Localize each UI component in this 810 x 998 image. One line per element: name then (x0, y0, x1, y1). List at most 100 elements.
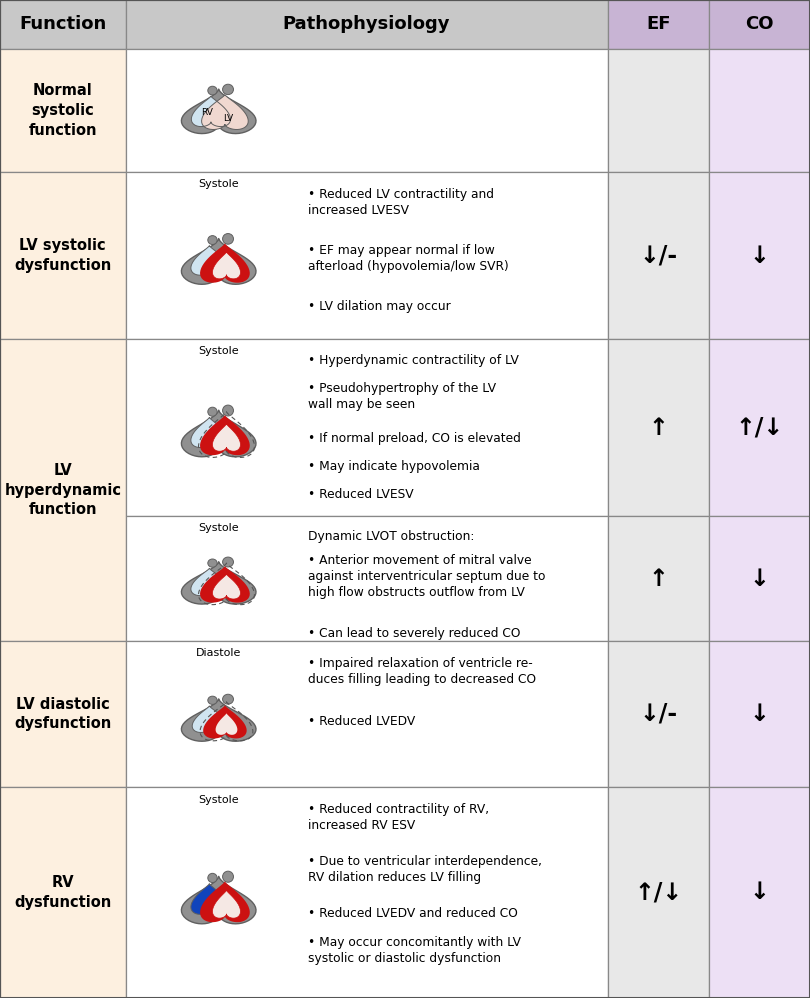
Bar (126, 641, 608, 786)
Polygon shape (215, 714, 237, 735)
Text: LV: LV (223, 114, 233, 123)
Text: • Due to ventricular interdependence,
RV dilation reduces LV filling: • Due to ventricular interdependence, RV… (308, 854, 542, 883)
Text: Function: Function (19, 15, 106, 33)
Text: Systole: Systole (198, 179, 239, 190)
Polygon shape (212, 251, 241, 278)
Bar (608, 786, 709, 998)
Text: • May occur concomitantly with LV
systolic or diastolic dysfunction: • May occur concomitantly with LV systol… (308, 936, 521, 965)
Text: ↓: ↓ (749, 702, 769, 726)
Text: Systole: Systole (198, 794, 239, 804)
Text: • If normal preload, CO is elevated: • If normal preload, CO is elevated (308, 432, 521, 445)
Text: RV: RV (201, 108, 213, 117)
Bar (126, 339, 608, 516)
Ellipse shape (223, 405, 233, 416)
Text: • May indicate hypovolemia: • May indicate hypovolemia (308, 460, 480, 473)
Bar (709, 172, 810, 339)
Polygon shape (200, 415, 249, 455)
Text: • LV dilation may occur: • LV dilation may occur (308, 299, 450, 313)
Bar (126, 516, 608, 641)
Text: ↓: ↓ (749, 567, 769, 591)
Text: Systole: Systole (198, 523, 239, 533)
Ellipse shape (223, 871, 233, 882)
Polygon shape (200, 566, 249, 603)
Ellipse shape (208, 236, 217, 245)
Text: ↓: ↓ (749, 880, 769, 904)
Bar (0, 339, 126, 641)
Text: RV
dysfunction: RV dysfunction (14, 875, 112, 910)
Polygon shape (181, 410, 256, 457)
Ellipse shape (223, 84, 233, 95)
Text: • EF may appear normal if low
afterload (hypovolemia/low SVR): • EF may appear normal if low afterload … (308, 244, 509, 273)
Bar (608, 0, 709, 49)
Polygon shape (191, 883, 228, 914)
Ellipse shape (223, 234, 233, 245)
Bar (709, 339, 810, 516)
Polygon shape (212, 424, 241, 451)
Text: EF: EF (646, 15, 671, 33)
Polygon shape (181, 89, 256, 134)
Text: ↓/-: ↓/- (639, 244, 677, 267)
Text: ↑: ↑ (648, 567, 668, 591)
Ellipse shape (208, 873, 217, 882)
Polygon shape (181, 699, 256, 742)
Text: • Reduced LV contractility and
increased LVESV: • Reduced LV contractility and increased… (308, 188, 494, 218)
Text: LV
hyperdynamic
function: LV hyperdynamic function (4, 463, 121, 517)
Text: • Hyperdynamic contractility of LV: • Hyperdynamic contractility of LV (308, 354, 518, 367)
Polygon shape (200, 881, 249, 922)
Text: • Anterior movement of mitral valve
against interventricular septum due to
high : • Anterior movement of mitral valve agai… (308, 554, 545, 600)
Bar (709, 641, 810, 786)
Text: ↑/↓: ↑/↓ (735, 416, 783, 440)
Ellipse shape (208, 559, 217, 567)
Text: LV diastolic
dysfunction: LV diastolic dysfunction (14, 697, 112, 732)
Bar (0, 786, 126, 998)
Bar (126, 172, 608, 339)
Text: • Impaired relaxation of ventricle re-
duces filling leading to decreased CO: • Impaired relaxation of ventricle re- d… (308, 657, 536, 686)
Text: • Pseudohypertrophy of the LV
wall may be seen: • Pseudohypertrophy of the LV wall may b… (308, 382, 496, 411)
Polygon shape (212, 574, 241, 599)
Bar (709, 516, 810, 641)
Polygon shape (203, 706, 247, 739)
Text: • Reduced LVEDV: • Reduced LVEDV (308, 715, 415, 728)
Text: Dynamic LVOT obstruction:: Dynamic LVOT obstruction: (308, 530, 474, 543)
Text: Diastole: Diastole (196, 648, 241, 658)
Text: ↑: ↑ (648, 416, 668, 440)
Bar (608, 49, 709, 172)
Ellipse shape (223, 557, 233, 567)
Polygon shape (191, 417, 228, 447)
Polygon shape (191, 96, 231, 127)
Polygon shape (192, 706, 227, 733)
Bar (709, 786, 810, 998)
Bar (0, 172, 126, 339)
Text: • Reduced LVEDV and reduced CO: • Reduced LVEDV and reduced CO (308, 906, 518, 919)
Bar (0, 0, 126, 49)
Bar (0, 641, 126, 786)
Polygon shape (200, 244, 249, 282)
Ellipse shape (208, 697, 217, 705)
Bar (608, 339, 709, 516)
Text: ↓: ↓ (749, 244, 769, 267)
Ellipse shape (223, 695, 233, 705)
Text: • Reduced LVESV: • Reduced LVESV (308, 488, 413, 501)
Bar (709, 49, 810, 172)
Ellipse shape (208, 407, 217, 416)
Bar (126, 49, 608, 172)
Text: Pathophysiology: Pathophysiology (283, 15, 450, 33)
Text: LV systolic
dysfunction: LV systolic dysfunction (14, 239, 112, 273)
Text: CO: CO (745, 15, 774, 33)
Text: • Can lead to severely reduced CO: • Can lead to severely reduced CO (308, 627, 520, 640)
Ellipse shape (208, 86, 217, 95)
Polygon shape (191, 568, 228, 596)
Bar (608, 516, 709, 641)
Bar (709, 0, 810, 49)
Text: ↑/↓: ↑/↓ (634, 880, 682, 904)
Bar (608, 172, 709, 339)
Text: • Reduced contractility of RV,
increased RV ESV: • Reduced contractility of RV, increased… (308, 802, 489, 831)
Polygon shape (191, 246, 228, 275)
Text: Systole: Systole (198, 346, 239, 356)
Polygon shape (212, 890, 241, 918)
Bar (608, 641, 709, 786)
Bar (0, 49, 126, 172)
Bar (126, 0, 608, 49)
Polygon shape (181, 876, 256, 924)
Polygon shape (202, 95, 248, 130)
